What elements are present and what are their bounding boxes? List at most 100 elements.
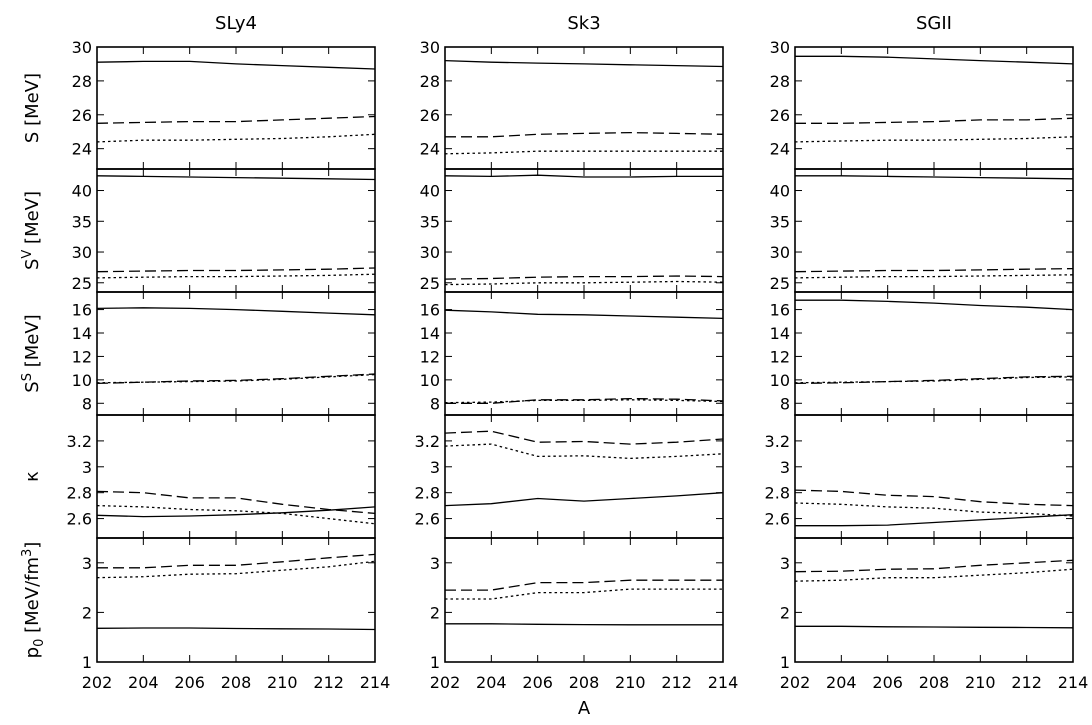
series-dashed-r3-c1 <box>444 430 724 445</box>
series-dotted-r4-c0 <box>96 560 376 579</box>
x-tick-label: 208 <box>221 673 252 692</box>
series-dashed-r0-c0 <box>96 115 376 124</box>
y-tick-label: 10 <box>72 371 92 390</box>
panel-frame-r3-c2 <box>794 414 1074 539</box>
series-dashed-r1-c1 <box>444 275 724 280</box>
y-tick-label: 30 <box>420 38 440 57</box>
x-tick-label: 204 <box>476 673 507 692</box>
series-dotted-r4-c2 <box>794 568 1074 582</box>
series-solid-r0-c2 <box>795 55 1074 65</box>
y-tick-label: 3.2 <box>67 432 92 451</box>
x-tick-label: 208 <box>569 673 600 692</box>
x-tick-label: 206 <box>174 673 205 692</box>
y-tick-label: 1 <box>780 653 790 672</box>
series-solid-r4-c2 <box>795 625 1074 629</box>
y-tick-label: 8 <box>780 394 790 413</box>
x-tick-label: 212 <box>1011 673 1042 692</box>
x-tick-label: 212 <box>313 673 344 692</box>
y-axis-label: p0 [MeV/fm3] <box>20 542 47 659</box>
series-dashed-r0-c2 <box>795 117 1074 124</box>
panel-frame-r1-c2 <box>794 168 1074 293</box>
x-tick-label: 206 <box>872 673 903 692</box>
column-title: SGII <box>916 13 952 34</box>
series-dotted-r1-c1 <box>444 280 724 286</box>
series-dashed-r0-c1 <box>445 131 724 138</box>
y-tick-label: 16 <box>420 301 440 320</box>
panel-frame-r3-c1 <box>444 414 724 539</box>
y-tick-label: 12 <box>420 347 440 366</box>
y-tick-label: 30 <box>420 243 440 262</box>
y-tick-label: 3 <box>82 554 92 573</box>
series-dotted-r3-c1 <box>444 443 724 460</box>
series-solid-r1-c1 <box>444 174 723 178</box>
panel-frame-r1-c0 <box>96 168 376 293</box>
series-solid-r4-c0 <box>96 627 376 631</box>
y-tick-label: 2.6 <box>765 510 790 529</box>
y-tick-label: 24 <box>72 140 92 159</box>
series-dotted-r0-c1 <box>444 150 723 155</box>
y-tick-label: 14 <box>770 324 790 343</box>
y-tick-label: 40 <box>770 182 790 201</box>
x-axis-label: A <box>578 698 591 719</box>
series-solid-r2-c1 <box>444 309 724 320</box>
series-dotted-r2-c2 <box>794 376 1074 384</box>
y-tick-label: 26 <box>420 106 440 125</box>
series-solid-r4-c1 <box>445 623 723 626</box>
series-solid-r3-c0 <box>96 506 376 518</box>
y-tick-label: 26 <box>72 106 92 125</box>
y-axis-label: κ <box>22 471 43 482</box>
column-title: SLy4 <box>215 13 257 34</box>
y-tick-label: 3 <box>82 458 92 477</box>
series-dashed-r2-c2 <box>794 375 1074 385</box>
y-tick-label: 2 <box>430 603 440 622</box>
x-tick-label: 214 <box>708 673 739 692</box>
x-tick-label: 212 <box>661 673 692 692</box>
y-tick-label: 28 <box>420 72 440 91</box>
y-tick-label: 3 <box>780 458 790 477</box>
panel-frame-r4-c1 <box>444 537 724 663</box>
series-dashed-r1-c0 <box>96 267 376 273</box>
y-tick-label: 40 <box>72 182 92 201</box>
y-tick-label: 14 <box>420 324 440 343</box>
series-solid-r1-c2 <box>795 175 1074 180</box>
x-tick-label: 214 <box>1058 673 1089 692</box>
panel-frame-r2-c0 <box>96 291 376 416</box>
y-tick-label: 12 <box>72 347 92 366</box>
y-tick-label: 10 <box>770 371 790 390</box>
y-axis-label: SS [MeV] <box>20 314 43 392</box>
y-tick-label: 2.6 <box>67 510 92 529</box>
series-solid-r2-c2 <box>795 299 1074 311</box>
y-tick-label: 24 <box>770 140 790 159</box>
series-dotted-r0-c2 <box>794 136 1074 143</box>
y-tick-label: 12 <box>770 347 790 366</box>
series-solid-r3-c2 <box>795 514 1074 527</box>
y-tick-label: 3.2 <box>765 432 790 451</box>
y-axis-label: SV [MeV] <box>20 191 43 270</box>
y-tick-label: 8 <box>430 394 440 413</box>
series-dashed-r2-c1 <box>445 397 724 404</box>
y-tick-label: 28 <box>72 72 92 91</box>
series-solid-r0-c0 <box>96 60 376 70</box>
panel-frame-r0-c0 <box>96 46 376 170</box>
y-tick-label: 10 <box>420 371 440 390</box>
y-tick-label: 3.2 <box>415 432 440 451</box>
y-tick-label: 8 <box>82 394 92 413</box>
x-tick-label: 210 <box>267 673 298 692</box>
panel-frame-r1-c1 <box>444 168 724 293</box>
y-tick-label: 14 <box>72 324 92 343</box>
y-tick-label: 35 <box>72 212 92 231</box>
series-dotted-r0-c0 <box>96 133 376 143</box>
panel-frame-r0-c2 <box>794 46 1074 170</box>
y-tick-label: 16 <box>770 301 790 320</box>
y-tick-label: 2 <box>82 603 92 622</box>
series-dashed-r1-c2 <box>794 267 1074 273</box>
series-dotted-r2-c0 <box>96 373 376 384</box>
y-tick-label: 25 <box>72 274 92 293</box>
column-title: Sk3 <box>567 13 600 34</box>
x-tick-label: 206 <box>522 673 553 692</box>
y-tick-label: 2.6 <box>415 510 440 529</box>
y-tick-label: 3 <box>430 458 440 477</box>
y-tick-label: 2.8 <box>67 484 92 503</box>
x-tick-label: 204 <box>128 673 159 692</box>
y-tick-label: 3 <box>780 554 790 573</box>
